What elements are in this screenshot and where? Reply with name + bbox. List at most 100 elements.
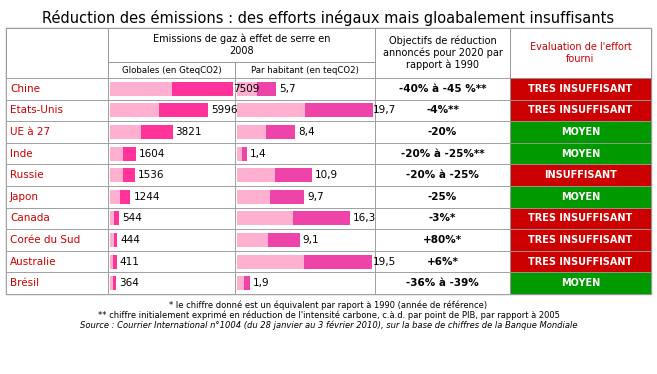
- Bar: [110, 147, 136, 160]
- Text: TRES INSUFFISANT: TRES INSUFFISANT: [528, 84, 633, 94]
- Bar: [510, 121, 651, 143]
- Text: Chine: Chine: [10, 84, 40, 94]
- Bar: [510, 229, 651, 251]
- Text: Russie: Russie: [10, 170, 43, 180]
- Text: Evaluation de l'effort
fourni: Evaluation de l'effort fourni: [530, 42, 631, 64]
- Bar: [375, 143, 510, 165]
- Bar: [6, 28, 108, 78]
- Bar: [141, 125, 173, 139]
- Bar: [110, 168, 135, 182]
- Bar: [510, 272, 651, 294]
- Bar: [123, 147, 136, 160]
- Text: 7509: 7509: [233, 84, 260, 94]
- Text: 1244: 1244: [133, 192, 160, 202]
- Bar: [159, 104, 208, 117]
- Text: Source : Courrier International n°1004 (du 28 janvier au 3 février 2010), sur la: Source : Courrier International n°1004 (…: [79, 320, 578, 330]
- Bar: [108, 78, 235, 99]
- Bar: [237, 190, 304, 204]
- Bar: [237, 233, 300, 247]
- Bar: [293, 211, 350, 225]
- Bar: [6, 208, 108, 229]
- Text: MOYEN: MOYEN: [561, 192, 600, 202]
- Bar: [108, 99, 235, 121]
- Text: TRES INSUFFISANT: TRES INSUFFISANT: [528, 235, 633, 245]
- Bar: [110, 255, 117, 269]
- Bar: [269, 233, 300, 247]
- Text: TRES INSUFFISANT: TRES INSUFFISANT: [528, 214, 633, 223]
- Bar: [242, 147, 246, 160]
- Bar: [237, 211, 350, 225]
- Bar: [375, 28, 510, 78]
- Bar: [375, 229, 510, 251]
- Bar: [6, 143, 108, 165]
- Text: ** chiffre initialement exprimé en réduction de l'intensité carbone, c.à.d. par : ** chiffre initialement exprimé en réduc…: [97, 310, 560, 320]
- Text: +6%*: +6%*: [426, 257, 459, 267]
- Bar: [510, 165, 651, 186]
- Bar: [6, 229, 108, 251]
- Bar: [271, 190, 304, 204]
- Bar: [235, 208, 375, 229]
- Text: TRES INSUFFISANT: TRES INSUFFISANT: [528, 257, 633, 267]
- Bar: [114, 233, 117, 247]
- Text: 544: 544: [122, 214, 142, 223]
- Bar: [120, 190, 130, 204]
- Bar: [113, 276, 116, 290]
- Bar: [375, 186, 510, 208]
- Bar: [110, 190, 130, 204]
- Bar: [110, 211, 119, 225]
- Text: 5,7: 5,7: [279, 84, 296, 94]
- Bar: [108, 208, 235, 229]
- Bar: [257, 82, 277, 96]
- Text: Emissions de gaz à effet de serre en
2008: Emissions de gaz à effet de serre en 200…: [152, 34, 330, 56]
- Bar: [237, 104, 373, 117]
- Text: Inde: Inde: [10, 148, 33, 159]
- Bar: [510, 28, 651, 78]
- Bar: [237, 125, 295, 139]
- Text: 10,9: 10,9: [315, 170, 338, 180]
- Text: MOYEN: MOYEN: [561, 127, 600, 137]
- Text: +80%*: +80%*: [423, 235, 462, 245]
- Bar: [110, 276, 116, 290]
- Bar: [237, 276, 250, 290]
- Text: 1604: 1604: [139, 148, 166, 159]
- Text: INSUFFISANT: INSUFFISANT: [544, 170, 617, 180]
- Text: 9,1: 9,1: [303, 235, 319, 245]
- Text: 444: 444: [120, 235, 140, 245]
- Text: 411: 411: [120, 257, 139, 267]
- Bar: [110, 233, 117, 247]
- Bar: [108, 143, 235, 165]
- Text: 19,7: 19,7: [373, 105, 396, 116]
- Text: 3821: 3821: [175, 127, 202, 137]
- Text: Globales (en GteqCO2): Globales (en GteqCO2): [122, 65, 221, 74]
- Text: 9,7: 9,7: [307, 192, 324, 202]
- Text: -20% à -25%: -20% à -25%: [406, 170, 479, 180]
- Bar: [235, 99, 375, 121]
- Bar: [235, 165, 375, 186]
- Text: -36% à -39%: -36% à -39%: [406, 278, 479, 288]
- Text: 8,4: 8,4: [298, 127, 315, 137]
- Bar: [510, 186, 651, 208]
- Text: TRES INSUFFISANT: TRES INSUFFISANT: [528, 105, 633, 116]
- Text: 16,3: 16,3: [353, 214, 376, 223]
- Bar: [510, 99, 651, 121]
- Text: Par habitant (en teqCO2): Par habitant (en teqCO2): [251, 65, 359, 74]
- Bar: [510, 208, 651, 229]
- Bar: [123, 168, 135, 182]
- Bar: [6, 186, 108, 208]
- Text: Canada: Canada: [10, 214, 50, 223]
- Text: Objectifs de réduction
annoncés pour 2020 par
rapport à 1990: Objectifs de réduction annoncés pour 202…: [382, 36, 503, 70]
- Text: -25%: -25%: [428, 192, 457, 202]
- Text: 1,9: 1,9: [253, 278, 270, 288]
- Bar: [510, 78, 651, 99]
- Bar: [235, 251, 375, 272]
- Bar: [237, 255, 372, 269]
- Text: 364: 364: [119, 278, 139, 288]
- Bar: [6, 165, 108, 186]
- Bar: [171, 82, 233, 96]
- Bar: [275, 168, 312, 182]
- Text: 1536: 1536: [138, 170, 165, 180]
- Text: Réduction des émissions : des efforts inégaux mais gloabalement insuffisants: Réduction des émissions : des efforts in…: [43, 10, 614, 26]
- Bar: [235, 143, 375, 165]
- Bar: [237, 168, 312, 182]
- Text: -4%**: -4%**: [426, 105, 459, 116]
